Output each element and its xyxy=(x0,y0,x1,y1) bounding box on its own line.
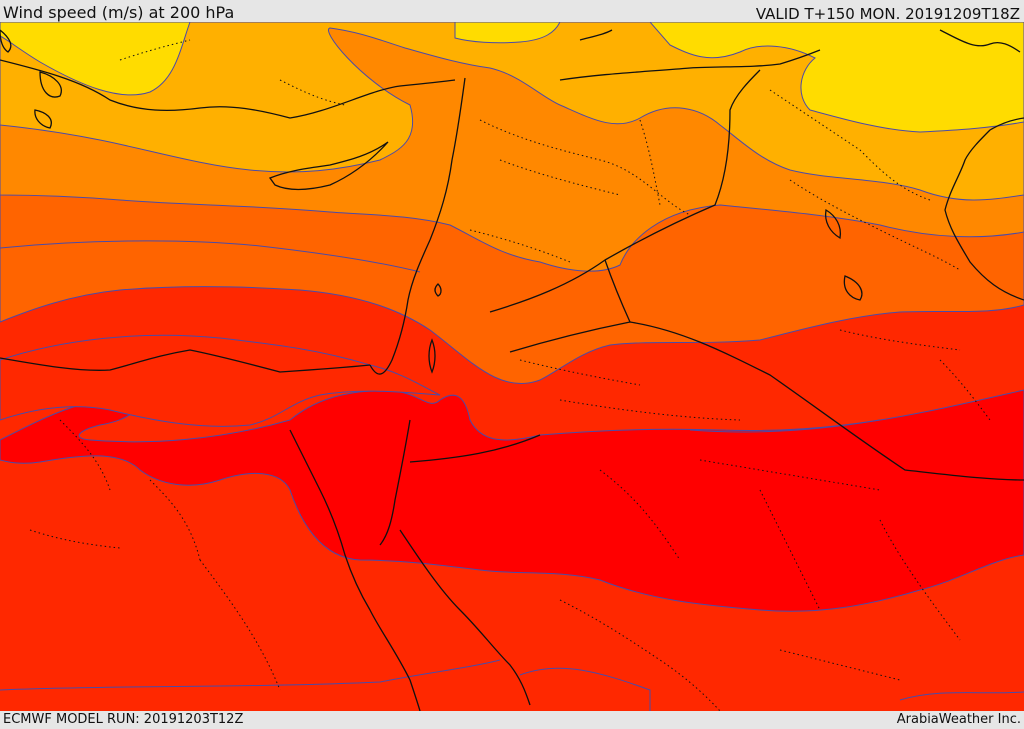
internal-boundaries xyxy=(29,39,991,711)
contour-line-4 xyxy=(519,667,651,711)
valid-time-label: VALID T+150 MON. 20191209T18Z xyxy=(755,5,1020,23)
band-yellow-northwest xyxy=(0,22,191,96)
contour-line-2 xyxy=(689,419,881,433)
model-run-label: ECMWF MODEL RUN: 20191203T12Z xyxy=(3,712,244,727)
band-red-orange-lobe xyxy=(0,334,441,427)
wind-speed-map-svg xyxy=(0,22,1024,711)
contour-line-5 xyxy=(899,691,1024,701)
contour-line-1 xyxy=(0,240,421,273)
band-light-orange xyxy=(0,22,1024,201)
band-yellow-northeast xyxy=(649,22,1024,133)
band-red-core xyxy=(0,389,1024,612)
coastlines xyxy=(0,29,1024,711)
band-yellow-top xyxy=(454,22,561,44)
map-header: Wind speed (m/s) at 200 hPa VALID T+150 … xyxy=(0,0,1024,23)
credit-label: ArabiaWeather Inc. xyxy=(896,712,1021,727)
contour-line-3 xyxy=(0,659,501,691)
map-title: Wind speed (m/s) at 200 hPa xyxy=(3,3,235,22)
weather-map[interactable] xyxy=(0,22,1024,711)
map-footer: ECMWF MODEL RUN: 20191203T12Z ArabiaWeat… xyxy=(0,711,1024,729)
